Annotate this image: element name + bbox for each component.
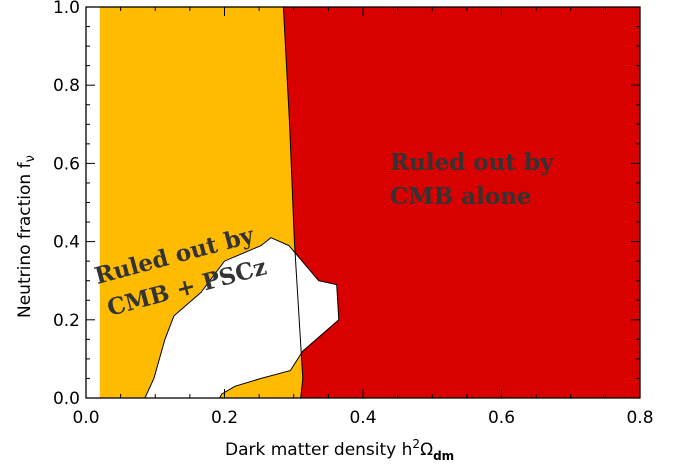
region-label-cmb-alone: Ruled out by CMB alone [390,149,561,210]
y-axis-label-main: Neutrino fraction f [15,161,35,318]
x-axis-label-main: Dark matter density h [225,440,412,460]
cmb-alone-region [280,7,640,398]
x-axis-label-sub: dm [433,449,454,463]
region-label-cmb-alone-line2: CMB alone [390,183,532,210]
y-axis-label: Neutrino fraction fν [15,155,38,318]
y-axis-label-sub: ν [23,155,38,162]
allowed-region [144,237,339,398]
x-tick-label: 0.4 [349,408,376,428]
x-tick-label: 0.8 [626,408,653,428]
y-tick-label: 0.4 [53,233,80,253]
y-tick-label: 1.0 [53,0,80,18]
x-tick-label: 0.2 [211,408,238,428]
x-axis-label: Dark matter density h2Ωdm [225,437,454,463]
y-tick-label: 0.8 [53,76,80,96]
x-axis-label-sup: 2 [412,437,420,451]
y-tick-label: 0.2 [53,311,80,331]
ticks: 0.0 0.2 0.4 0.6 0.8 0.0 0.2 0.4 0.6 0.8 1.0 [53,0,654,428]
region-label-cmb-alone-line1: Ruled out by [390,149,554,176]
x-axis-label-omega: Ω [420,440,433,460]
x-tick-label: 0.6 [488,408,515,428]
y-tick-label: 0.0 [53,389,80,409]
regions [99,6,641,399]
y-tick-label: 0.6 [53,154,80,174]
allowed-region-outline [144,237,340,399]
x-tick-label: 0.0 [72,408,99,428]
